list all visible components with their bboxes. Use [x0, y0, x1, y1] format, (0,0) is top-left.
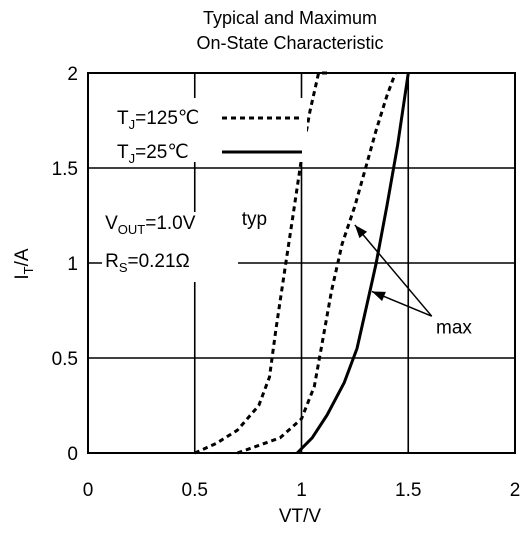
rs-annotation-main: R [105, 251, 119, 272]
legend-label-25-tail: =25℃ [135, 142, 189, 163]
y-tick-label: 0 [67, 444, 78, 465]
chart-title-line-2: On-State Characteristic [196, 33, 383, 53]
annotation-arrows [354, 224, 433, 317]
x-tick-label: 0 [83, 480, 94, 501]
legend-label-125-tail: =125℃ [135, 108, 199, 129]
max-annotation: max [436, 317, 472, 338]
legend-label-25: TJ=25℃ [117, 142, 189, 166]
y-tick-label: 1.5 [52, 159, 78, 180]
arrow-head-1 [371, 291, 386, 302]
x-tick-label: 1.5 [395, 480, 421, 501]
legend-label-125-sub: J [129, 117, 136, 132]
series-line-2 [296, 72, 410, 455]
y-tick-labels: 0 0.5 1 1.5 2 [52, 64, 78, 465]
rs-annotation: RS=0.21Ω [105, 251, 190, 275]
series-line-1 [236, 72, 397, 455]
plot-frame [87, 72, 516, 454]
x-tick-label: 1 [296, 480, 307, 501]
rs-annotation-tail: =0.21Ω [127, 251, 189, 272]
x-tick-labels: 0 0.5 1 1.5 2 [83, 480, 521, 501]
y-axis-label-main: I [12, 274, 33, 279]
x-axis-label: VT/V [279, 506, 322, 527]
legend-label-125: TJ=125℃ [117, 108, 199, 132]
y-tick-label: 2 [67, 64, 78, 85]
y-tick-label: 0.5 [52, 349, 78, 370]
typ-annotation: typ [242, 209, 267, 230]
y-axis-label-tail: /A [12, 248, 33, 266]
legend-label-25-main: T [117, 142, 129, 163]
vout-label-background [102, 212, 238, 282]
y-axis-label: IT/A [12, 248, 36, 280]
y-axis-label-sub: T [21, 266, 36, 274]
arrow-line-0 [354, 224, 433, 317]
rs-annotation-sub: S [119, 260, 128, 275]
x-tick-label: 2 [510, 480, 521, 501]
chart-title-line-1: Typical and Maximum [203, 8, 377, 28]
series-group [194, 71, 410, 455]
legend-label-125-main: T [117, 108, 129, 129]
y-tick-label: 1 [67, 254, 78, 275]
x-tick-label: 0.5 [182, 480, 208, 501]
series-line-0 [194, 71, 328, 455]
arrow-head-0 [354, 225, 368, 239]
vout-annotation-main: V [105, 213, 118, 234]
vout-annotation: VOUT=1.0V [105, 213, 196, 237]
legend-label-25-sub: J [129, 151, 136, 166]
vout-annotation-tail: =1.0V [145, 213, 196, 234]
vout-annotation-sub: OUT [118, 222, 146, 237]
